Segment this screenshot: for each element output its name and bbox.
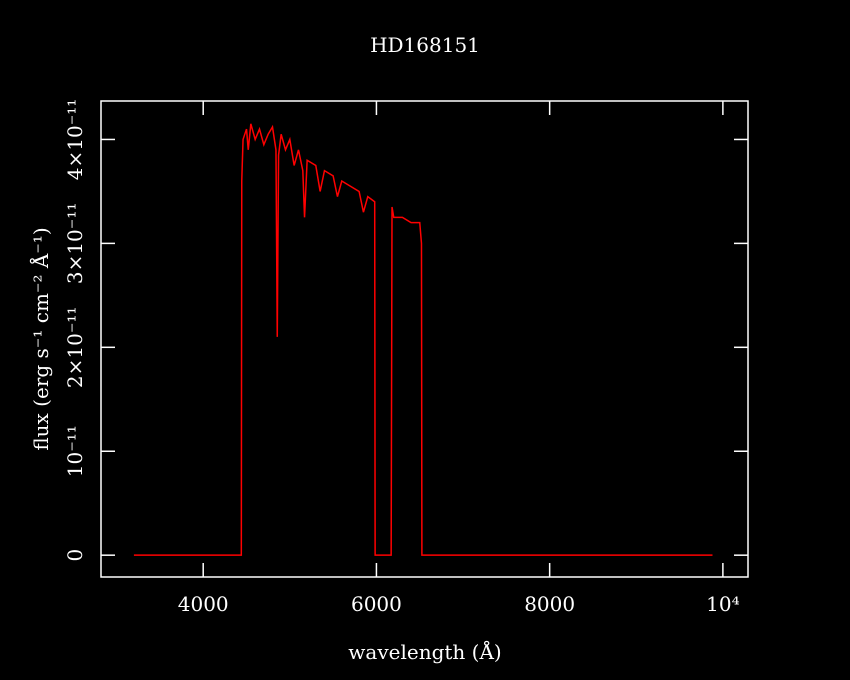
y-axis-label: flux (erg s⁻¹ cm⁻² Å⁻¹) [28, 227, 53, 450]
y-tick-label: 4×10⁻¹¹ [63, 99, 87, 181]
x-tick-label: 4000 [178, 592, 229, 616]
plot-frame [100, 100, 749, 578]
spectrum-line [133, 123, 713, 556]
y-tick-label: 0 [63, 549, 87, 562]
x-tick-label: 8000 [524, 592, 575, 616]
y-tick-label: 3×10⁻¹¹ [63, 203, 87, 285]
x-axis-label: wavelength (Å) [348, 639, 501, 664]
y-tick-label: 2×10⁻¹¹ [63, 307, 87, 389]
x-tick-label: 10⁴ [706, 592, 739, 616]
chart-title: HD168151 [370, 33, 480, 57]
y-tick-label: 10⁻¹¹ [63, 425, 87, 477]
x-tick-label: 6000 [351, 592, 402, 616]
